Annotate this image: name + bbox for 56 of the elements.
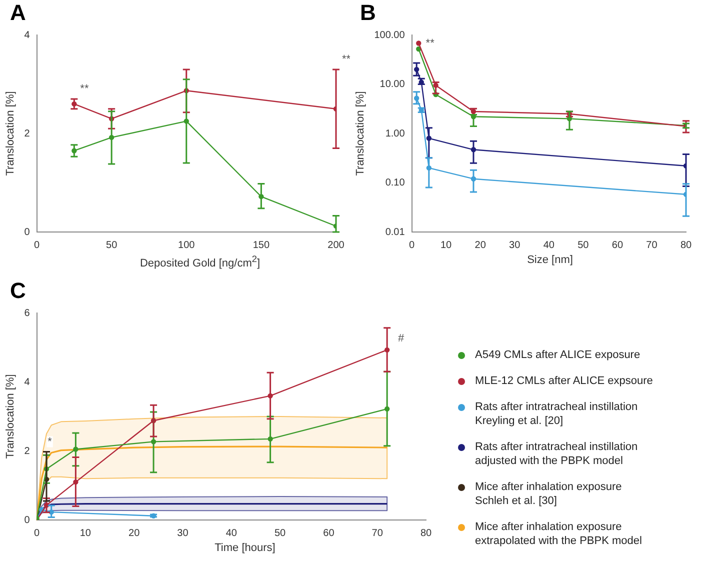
x-tick-label: 10	[440, 240, 452, 251]
x-tick-label: 80	[680, 240, 692, 251]
y-tick-label: 2	[24, 128, 30, 140]
legend-label: Rats after intratracheal instillation Kreyling et al. [20]	[475, 400, 638, 428]
y-axis-title: Translocation [%]	[4, 91, 17, 176]
y-axis-title: Translocation [%]	[4, 374, 17, 458]
x-tick-label: 10	[80, 527, 92, 538]
y-tick-label: 4	[24, 376, 30, 388]
legend-label: MLE-12 CMLs after ALICE expsoure	[475, 374, 653, 388]
annotation: #	[398, 332, 405, 344]
x-axis-title: Time [hours]	[214, 542, 276, 554]
x-tick-label: 150	[252, 240, 270, 251]
y-axis-title: Translocation [%]	[354, 91, 367, 176]
y-tick-label: 6	[24, 307, 30, 318]
y-tick-label: 2	[24, 445, 30, 456]
legend-label: A549 CMLs after ALICE exposure	[475, 348, 640, 362]
y-tick-label: 4	[24, 30, 30, 41]
x-tick-label: 50	[106, 240, 118, 251]
chart-title: C	[9, 278, 27, 304]
x-axis-title: Deposited Gold [ng/cm$^{2}$]	[138, 254, 262, 270]
annotation: *	[48, 435, 53, 448]
x-tick-label: 20	[474, 240, 486, 251]
x-tick-label: 50	[274, 527, 286, 538]
x-tick-label: 0	[34, 527, 40, 538]
y-tick-label: 10.00	[380, 79, 406, 90]
x-tick-label: 20	[128, 527, 140, 538]
x-tick-label: 80	[420, 527, 432, 538]
x-tick-label: 30	[509, 240, 521, 251]
legend-label: Mice after inhalation exposure extrapolated with the PBPK model	[475, 520, 642, 548]
x-tick-label: 50	[578, 240, 590, 251]
x-tick-label: 40	[226, 527, 238, 538]
legend-label: Rats after intratracheal instillation adjusted with the PBPK model	[475, 440, 638, 468]
y-tick-label: 0.01	[385, 226, 406, 238]
x-tick-label: 60	[612, 240, 624, 251]
annotation: **	[426, 38, 436, 50]
point	[416, 46, 422, 52]
y-tick-label: 0	[24, 226, 30, 238]
annotation: **	[80, 83, 90, 96]
x-tick-label: 100	[178, 240, 196, 251]
x-tick-label: 200	[328, 240, 345, 251]
legend-label: Mice after inhalation exposure Schleh et al. [30]	[475, 480, 622, 508]
chart-title: B	[359, 0, 377, 26]
x-tick-label: 60	[323, 527, 335, 538]
chart-title: A	[9, 0, 27, 26]
x-tick-label: 30	[177, 527, 189, 538]
x-tick-label: 70	[372, 527, 384, 538]
y-tick-label: 100.00	[374, 30, 406, 41]
y-tick-label: 0.10	[385, 178, 406, 188]
y-tick-label: 0	[24, 514, 30, 526]
x-tick-label: 70	[646, 240, 658, 251]
x-tick-label: 0	[409, 240, 416, 251]
y-tick-label: 1.00	[385, 128, 406, 140]
x-tick-label: 0	[34, 240, 40, 251]
x-tick-label: 40	[543, 240, 555, 251]
x-axis-title: Size [nm]	[526, 254, 574, 266]
annotation: **	[342, 54, 352, 66]
